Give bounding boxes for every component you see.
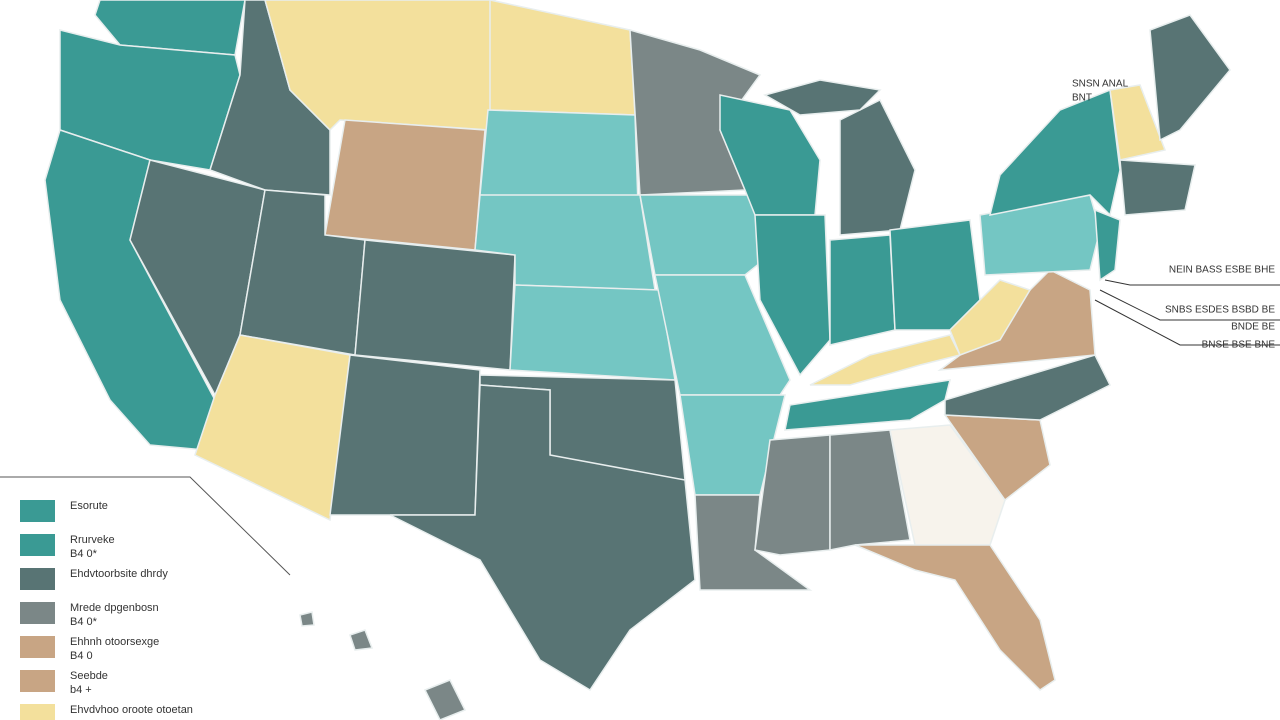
- state: [839, 98, 916, 236]
- state: [489, 0, 636, 116]
- state: [829, 234, 896, 346]
- legend-label: Ehhnh otoorsexge: [70, 636, 159, 648]
- state: [509, 284, 676, 381]
- state: [784, 379, 952, 431]
- state: [1109, 84, 1167, 161]
- legend-swatch: [20, 636, 55, 658]
- state: [1119, 159, 1196, 216]
- legend-label: Mrede dpgenbosn: [70, 602, 159, 614]
- state: [354, 239, 516, 371]
- state: [194, 334, 351, 522]
- state: [324, 119, 486, 251]
- state: [949, 279, 1032, 356]
- legend-swatch: [20, 602, 55, 624]
- legend-swatch: [20, 670, 55, 692]
- inset-border: [0, 476, 291, 576]
- legend-label: Esorute: [70, 500, 108, 512]
- legend-label: B4 0*: [70, 616, 98, 628]
- state: [889, 424, 1006, 546]
- state: [694, 494, 813, 591]
- state: [944, 354, 1112, 421]
- legend-label: B4 0*: [70, 548, 98, 560]
- leader-lines: [1094, 279, 1280, 346]
- states: [44, 0, 1231, 720]
- legend-label: B4 0: [70, 650, 93, 662]
- legend-label: b4 +: [70, 684, 92, 696]
- state: [423, 679, 467, 720]
- state: [754, 434, 831, 556]
- legend-label: Ehvdvhoo oroote otoetan: [70, 704, 193, 716]
- state: [349, 629, 374, 651]
- state: [329, 354, 481, 516]
- state: [264, 0, 496, 132]
- callout-label: SNSN ANAL: [1072, 79, 1129, 90]
- legend-swatch: [20, 500, 55, 522]
- callout-label: SNBS ESDES BSBD BE: [1165, 305, 1275, 316]
- legend-label: Ehdvtoorbsite dhrdy: [70, 568, 168, 580]
- callouts: SNSN ANAL BNT NEIN BASS ESBE BHE SNBS ESDES…: [1072, 79, 1275, 351]
- callout-label: NEIN BASS ESBE BHE: [1169, 265, 1275, 276]
- state: [988, 88, 1121, 217]
- state: [654, 274, 791, 396]
- callout-label: BNSE BSE BNE: [1202, 340, 1276, 351]
- legend-swatch: [20, 704, 55, 720]
- legend-label: Seebde: [70, 670, 108, 682]
- legend-label: Rrurveke: [70, 534, 115, 546]
- callout-label: BNDE BE: [1231, 322, 1275, 333]
- state: [763, 79, 882, 116]
- legend-swatch: [20, 534, 55, 556]
- state: [299, 611, 315, 627]
- state: [639, 194, 771, 276]
- state: [1149, 14, 1231, 142]
- callout-label: BNT: [1072, 93, 1092, 104]
- state: [1094, 208, 1121, 282]
- state: [389, 384, 696, 692]
- state: [854, 544, 1056, 691]
- legend: Esorute Rrurveke B4 0* Ehdvtoorbsite dhrdy M…: [20, 500, 193, 720]
- state: [754, 214, 831, 377]
- state: [479, 109, 639, 206]
- state: [829, 429, 911, 551]
- legend-swatch: [20, 568, 55, 590]
